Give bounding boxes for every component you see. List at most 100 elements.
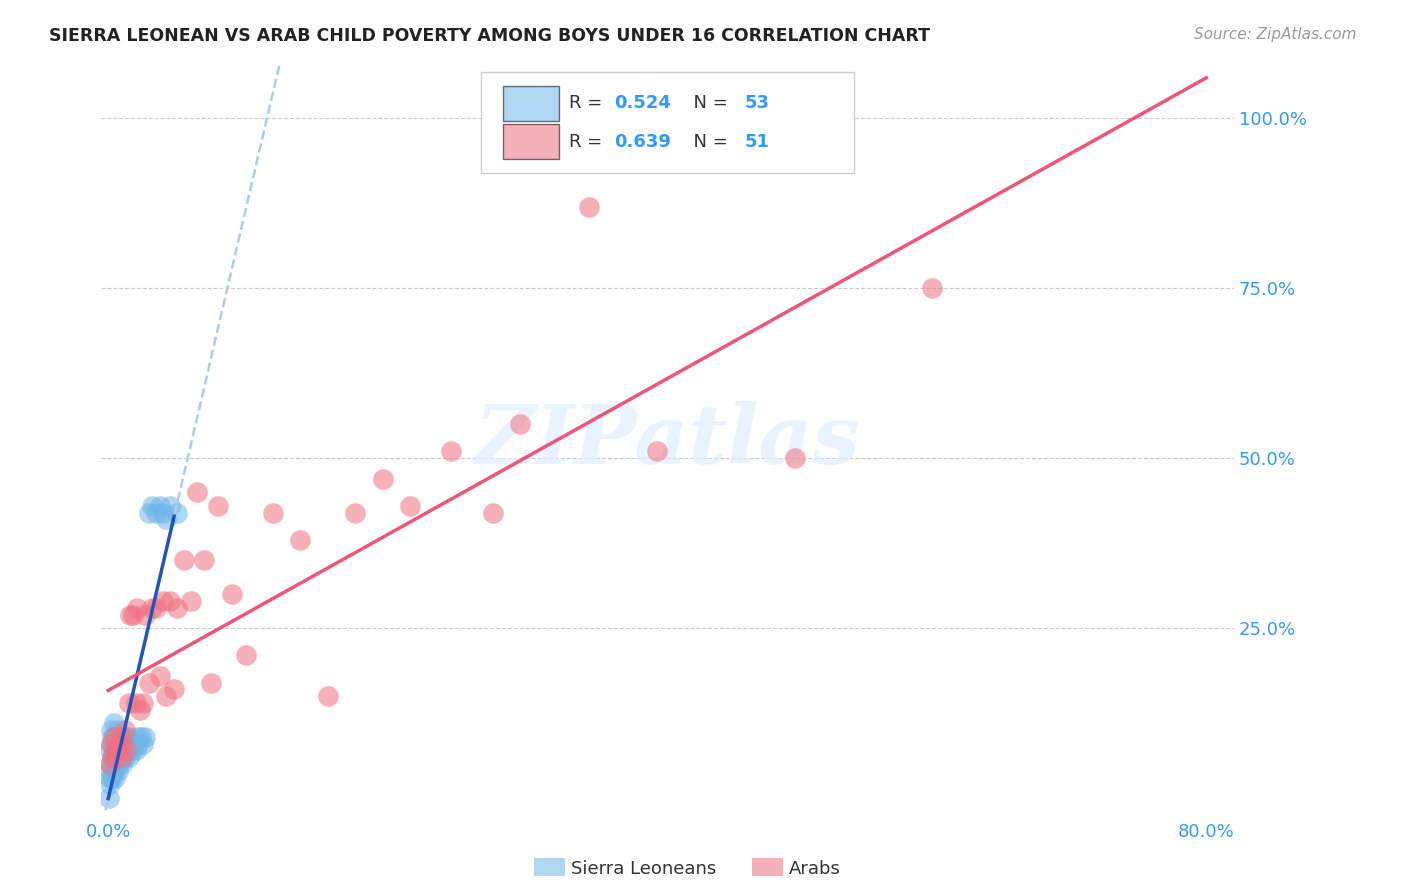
Point (163, 682, 186, 697)
Point (112, 737, 135, 751)
Point (152, 506, 174, 520)
Point (145, 506, 167, 520)
Point (110, 730, 132, 744)
Point (97, 791, 120, 805)
Point (141, 499, 163, 513)
Point (100, 737, 122, 751)
Point (166, 506, 188, 520)
Point (114, 723, 136, 738)
Point (193, 553, 215, 567)
Point (125, 696, 148, 710)
Point (98, 757, 121, 772)
Point (125, 600, 148, 615)
Point (114, 750, 136, 764)
Text: N =: N = (682, 95, 734, 112)
Point (100, 737, 122, 751)
Point (155, 512, 177, 526)
Text: Source: ZipAtlas.com: Source: ZipAtlas.com (1194, 27, 1357, 42)
Point (98, 771, 121, 785)
Point (108, 757, 131, 772)
Point (131, 737, 153, 751)
Point (134, 607, 156, 622)
Point (129, 730, 152, 744)
Text: 53: 53 (745, 95, 769, 112)
Point (152, 594, 174, 608)
Point (186, 485, 208, 500)
Point (122, 607, 145, 622)
Point (138, 675, 160, 690)
Point (105, 750, 128, 764)
Point (173, 553, 195, 567)
Point (105, 737, 128, 751)
Point (120, 743, 142, 757)
Point (149, 669, 172, 683)
Point (399, 499, 422, 513)
Point (114, 730, 136, 744)
Text: 0.524: 0.524 (614, 95, 671, 112)
Point (122, 743, 145, 757)
Text: Sierra Leoneans: Sierra Leoneans (571, 860, 716, 878)
Point (149, 499, 172, 513)
Point (101, 750, 124, 764)
Point (290, 533, 312, 547)
Point (101, 771, 124, 785)
Point (111, 737, 134, 751)
Point (127, 737, 149, 751)
Point (117, 737, 139, 751)
Point (98, 743, 121, 757)
Point (104, 730, 127, 744)
Point (118, 750, 141, 764)
Point (101, 730, 124, 744)
Point (128, 703, 150, 717)
Point (125, 730, 148, 744)
Point (98, 777, 121, 791)
Point (120, 607, 142, 622)
Point (121, 737, 143, 751)
Point (104, 771, 127, 785)
Point (118, 730, 141, 744)
Point (155, 689, 177, 703)
Point (578, 200, 600, 214)
Point (98, 764, 121, 778)
Point (111, 750, 134, 764)
Point (159, 594, 181, 608)
Point (112, 743, 135, 757)
Point (110, 730, 132, 744)
Point (221, 587, 243, 601)
Point (107, 723, 129, 738)
Point (103, 716, 125, 731)
Point (344, 506, 367, 520)
Point (118, 696, 141, 710)
Text: R =: R = (569, 95, 607, 112)
Point (141, 600, 163, 615)
Point (111, 757, 134, 772)
Point (159, 499, 181, 513)
Text: Arabs: Arabs (789, 860, 841, 878)
Point (125, 743, 148, 757)
Point (235, 648, 257, 663)
Point (440, 444, 463, 458)
Point (166, 600, 188, 615)
Point (115, 743, 138, 757)
Point (783, 451, 806, 466)
Point (108, 737, 131, 751)
Point (316, 689, 339, 703)
Point (645, 444, 668, 458)
Point (100, 723, 122, 738)
FancyBboxPatch shape (481, 71, 855, 173)
Point (115, 743, 138, 757)
Text: SIERRA LEONEAN VS ARAB CHILD POVERTY AMONG BOYS UNDER 16 CORRELATION CHART: SIERRA LEONEAN VS ARAB CHILD POVERTY AMO… (49, 27, 931, 45)
Point (262, 506, 284, 520)
Point (101, 750, 124, 764)
Point (110, 750, 132, 764)
Point (107, 737, 129, 751)
FancyBboxPatch shape (503, 124, 558, 159)
Point (131, 696, 153, 710)
Text: R =: R = (569, 133, 607, 151)
Point (134, 730, 156, 744)
Point (104, 743, 127, 757)
Point (104, 750, 127, 764)
Point (207, 499, 229, 513)
Point (371, 472, 394, 486)
Text: 51: 51 (745, 133, 769, 151)
